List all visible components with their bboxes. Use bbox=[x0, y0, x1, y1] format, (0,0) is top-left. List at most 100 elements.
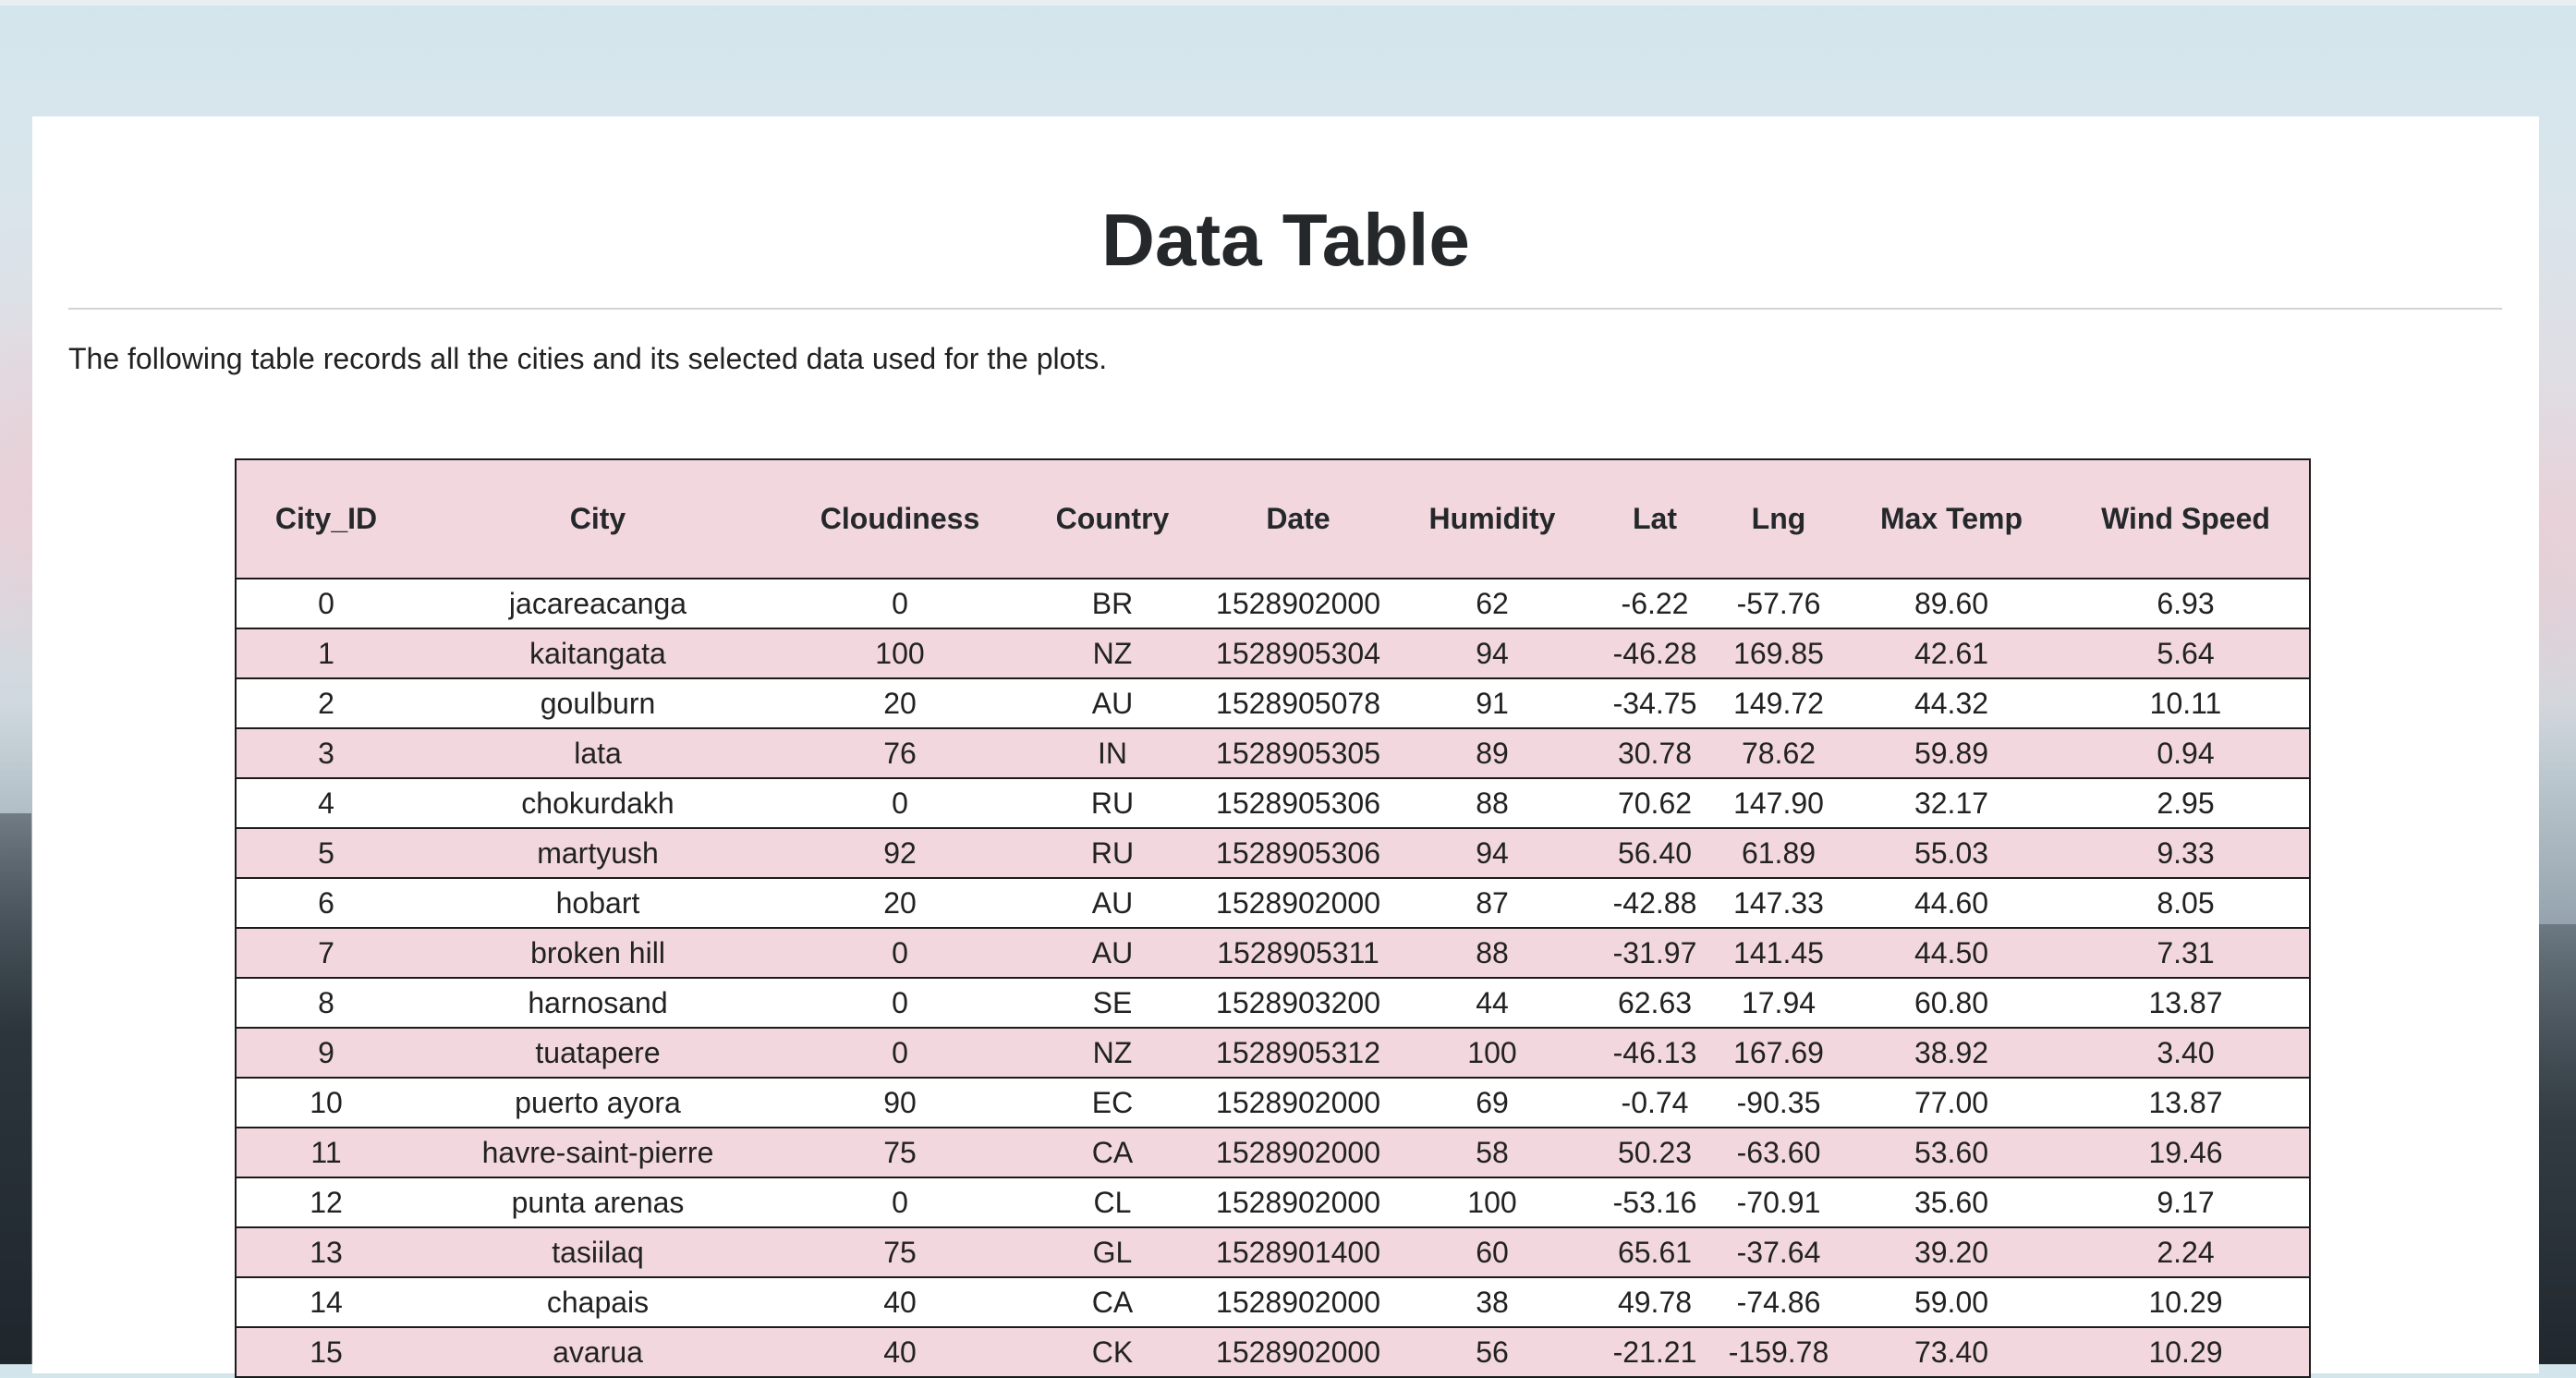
table-row: 4 chokurdakh 0 RU 1528905306 88 70.62 147.90 32.… bbox=[237, 778, 2309, 829]
cell-city: tasiilaq bbox=[416, 1227, 780, 1278]
cell-cloudiness: 92 bbox=[780, 828, 1020, 879]
cell-city-id: 14 bbox=[237, 1277, 416, 1328]
cell-date: 1528902000 bbox=[1205, 1078, 1391, 1128]
cell-wind-speed: 9.17 bbox=[2062, 1177, 2309, 1228]
cell-date: 1528905306 bbox=[1205, 828, 1391, 879]
table-row: 11 havre-saint-pierre 75 CA 1528902000 58 50.2… bbox=[237, 1128, 2309, 1178]
column-header-date: Date bbox=[1205, 460, 1391, 579]
cell-date: 1528902000 bbox=[1205, 1128, 1391, 1178]
cell-country: NZ bbox=[1020, 1028, 1205, 1079]
cell-max-temp: 44.50 bbox=[1841, 928, 2062, 979]
cell-max-temp: 60.80 bbox=[1841, 978, 2062, 1029]
column-header-cloudiness: Cloudiness bbox=[780, 460, 1020, 579]
table-row: 12 punta arenas 0 CL 1528902000 100 -53.16 -70.… bbox=[237, 1177, 2309, 1228]
cell-humidity: 100 bbox=[1391, 1028, 1593, 1079]
cell-max-temp: 89.60 bbox=[1841, 579, 2062, 629]
cell-cloudiness: 100 bbox=[780, 628, 1020, 679]
cell-cloudiness: 75 bbox=[780, 1227, 1020, 1278]
cell-country: IN bbox=[1020, 728, 1205, 779]
table-row: 8 harnosand 0 SE 1528903200 44 62.63 17.94 60.80… bbox=[237, 978, 2309, 1029]
cell-humidity: 94 bbox=[1391, 828, 1593, 879]
cell-humidity: 38 bbox=[1391, 1277, 1593, 1328]
cell-cloudiness: 0 bbox=[780, 1028, 1020, 1079]
cell-cloudiness: 0 bbox=[780, 928, 1020, 979]
cell-city-id: 6 bbox=[237, 878, 416, 929]
column-header-max-temp: Max Temp bbox=[1841, 460, 2062, 579]
column-header-city: City bbox=[416, 460, 780, 579]
cell-cloudiness: 40 bbox=[780, 1327, 1020, 1378]
table-row: 6 hobart 20 AU 1528902000 87 -42.88 147.33 44.60… bbox=[237, 878, 2309, 929]
cell-lng: 61.89 bbox=[1717, 828, 1841, 879]
cell-city: puerto ayora bbox=[416, 1078, 780, 1128]
cell-lng: -74.86 bbox=[1717, 1277, 1841, 1328]
cell-humidity: 88 bbox=[1391, 778, 1593, 829]
table-row: 3 lata 76 IN 1528905305 89 30.78 78.62 59.89 0.94 bbox=[237, 728, 2309, 779]
cell-max-temp: 35.60 bbox=[1841, 1177, 2062, 1228]
cell-lat: -31.97 bbox=[1593, 928, 1717, 979]
cell-humidity: 58 bbox=[1391, 1128, 1593, 1178]
cell-date: 1528905311 bbox=[1205, 928, 1391, 979]
cell-lng: 141.45 bbox=[1717, 928, 1841, 979]
cell-lat: -21.21 bbox=[1593, 1327, 1717, 1378]
cell-humidity: 69 bbox=[1391, 1078, 1593, 1128]
cell-humidity: 44 bbox=[1391, 978, 1593, 1029]
cell-date: 1528901400 bbox=[1205, 1227, 1391, 1278]
cell-lat: 50.23 bbox=[1593, 1128, 1717, 1178]
cell-cloudiness: 20 bbox=[780, 678, 1020, 729]
cell-city-id: 4 bbox=[237, 778, 416, 829]
data-table-container: City_ID City Cloudiness Country Date Humidity… bbox=[235, 458, 2311, 1378]
cell-country: EC bbox=[1020, 1078, 1205, 1128]
cell-lng: 149.72 bbox=[1717, 678, 1841, 729]
cell-city-id: 12 bbox=[237, 1177, 416, 1228]
cell-city-id: 0 bbox=[237, 579, 416, 629]
cell-city-id: 13 bbox=[237, 1227, 416, 1278]
cell-wind-speed: 6.93 bbox=[2062, 579, 2309, 629]
cell-city-id: 9 bbox=[237, 1028, 416, 1079]
cell-max-temp: 42.61 bbox=[1841, 628, 2062, 679]
cell-cloudiness: 90 bbox=[780, 1078, 1020, 1128]
cell-cloudiness: 20 bbox=[780, 878, 1020, 929]
cell-date: 1528902000 bbox=[1205, 1177, 1391, 1228]
cell-humidity: 62 bbox=[1391, 579, 1593, 629]
cell-max-temp: 77.00 bbox=[1841, 1078, 2062, 1128]
cell-date: 1528905312 bbox=[1205, 1028, 1391, 1079]
cell-humidity: 56 bbox=[1391, 1327, 1593, 1378]
cell-city-id: 15 bbox=[237, 1327, 416, 1378]
cell-cloudiness: 0 bbox=[780, 579, 1020, 629]
cell-lat: -46.28 bbox=[1593, 628, 1717, 679]
cell-lng: -37.64 bbox=[1717, 1227, 1841, 1278]
cell-country: CK bbox=[1020, 1327, 1205, 1378]
cell-country: RU bbox=[1020, 778, 1205, 829]
cell-city-id: 2 bbox=[237, 678, 416, 729]
cell-max-temp: 44.32 bbox=[1841, 678, 2062, 729]
cell-city-id: 11 bbox=[237, 1128, 416, 1178]
cell-max-temp: 38.92 bbox=[1841, 1028, 2062, 1079]
cell-lng: -159.78 bbox=[1717, 1327, 1841, 1378]
cell-max-temp: 73.40 bbox=[1841, 1327, 2062, 1378]
cell-city-id: 1 bbox=[237, 628, 416, 679]
cell-lng: 147.90 bbox=[1717, 778, 1841, 829]
cell-country: SE bbox=[1020, 978, 1205, 1029]
cell-city-id: 10 bbox=[237, 1078, 416, 1128]
cell-city: kaitangata bbox=[416, 628, 780, 679]
cell-lat: -46.13 bbox=[1593, 1028, 1717, 1079]
cell-lat: 70.62 bbox=[1593, 778, 1717, 829]
cell-country: CA bbox=[1020, 1277, 1205, 1328]
cell-wind-speed: 13.87 bbox=[2062, 978, 2309, 1029]
cell-wind-speed: 9.33 bbox=[2062, 828, 2309, 879]
cell-city: chokurdakh bbox=[416, 778, 780, 829]
cell-max-temp: 39.20 bbox=[1841, 1227, 2062, 1278]
column-header-lng: Lng bbox=[1717, 460, 1841, 579]
column-header-humidity: Humidity bbox=[1391, 460, 1593, 579]
cell-city: lata bbox=[416, 728, 780, 779]
cell-city: punta arenas bbox=[416, 1177, 780, 1228]
cell-humidity: 60 bbox=[1391, 1227, 1593, 1278]
table-row: 0 jacareacanga 0 BR 1528902000 62 -6.22 -57.76 8… bbox=[237, 579, 2309, 629]
background-trees-left bbox=[0, 813, 31, 1364]
cell-date: 1528902000 bbox=[1205, 1327, 1391, 1378]
cell-cloudiness: 75 bbox=[780, 1128, 1020, 1178]
table-row: 14 chapais 40 CA 1528902000 38 49.78 -74.86 59.0… bbox=[237, 1277, 2309, 1328]
table-header-row: City_ID City Cloudiness Country Date Humidity… bbox=[237, 460, 2309, 579]
cell-lat: -42.88 bbox=[1593, 878, 1717, 929]
cell-max-temp: 53.60 bbox=[1841, 1128, 2062, 1178]
